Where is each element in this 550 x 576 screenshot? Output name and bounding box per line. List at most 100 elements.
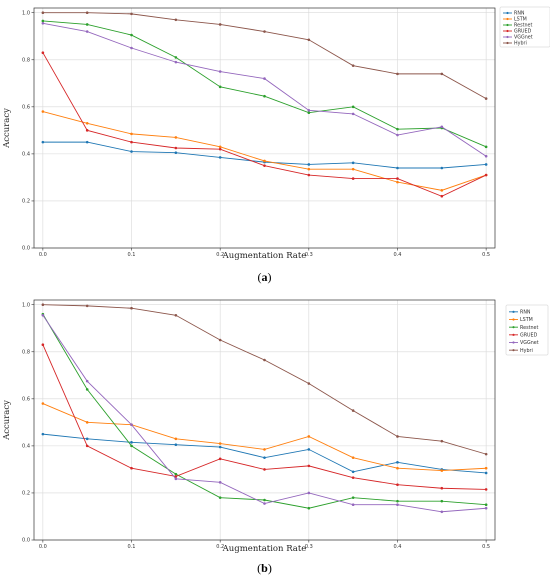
data-point-vggnet — [351, 503, 355, 507]
data-point-grued — [396, 483, 399, 487]
x-tick-label: 0.5 — [482, 252, 490, 258]
data-point-restnet — [484, 145, 488, 149]
data-point-rnn — [484, 471, 488, 475]
y-tick-label: 0.6 — [22, 105, 30, 111]
legend-marker — [512, 326, 515, 329]
data-point-vggnet — [218, 481, 222, 484]
data-point-grued — [130, 140, 133, 144]
data-point-vggnet — [263, 502, 266, 505]
data-point-grued — [440, 486, 444, 490]
y-tick-label: 0.8 — [22, 349, 30, 355]
data-point-hybri — [351, 64, 355, 67]
y-tick-label: 0.2 — [22, 491, 30, 497]
data-point-grued — [85, 129, 89, 132]
data-point-vggnet — [174, 477, 178, 481]
data-point-vggnet — [307, 109, 311, 112]
data-point-lstm — [263, 448, 266, 451]
x-tick-label: 0.4 — [394, 252, 402, 258]
data-point-hybri — [263, 358, 266, 362]
legend-marker — [512, 318, 515, 321]
data-point-vggnet — [174, 60, 178, 64]
legend-label: Restnet — [520, 325, 538, 331]
data-point-hybri — [396, 72, 399, 76]
data-point-hybri — [351, 409, 355, 412]
data-point-vggnet — [440, 125, 444, 129]
data-point-rnn — [130, 441, 133, 444]
y-tick-label: 0.0 — [22, 246, 30, 252]
data-point-vggnet — [41, 313, 45, 317]
data-point-grued — [351, 177, 355, 180]
legend-label: RNN — [520, 309, 531, 315]
legend-marker — [512, 349, 515, 352]
data-point-hybri — [85, 11, 89, 15]
data-point-restnet — [307, 506, 311, 510]
data-point-lstm — [307, 435, 311, 438]
legend-marker — [506, 23, 509, 27]
data-point-grued — [396, 177, 399, 180]
data-point-restnet — [351, 496, 355, 499]
data-point-restnet — [396, 499, 399, 503]
data-point-grued — [307, 464, 311, 468]
data-point-restnet — [351, 105, 355, 109]
data-point-grued — [484, 488, 488, 491]
data-point-rnn — [85, 140, 89, 144]
legend-label: VGGnet — [520, 340, 539, 346]
data-point-grued — [351, 476, 355, 479]
data-point-vggnet — [263, 77, 266, 80]
data-point-hybri — [41, 303, 45, 307]
y-tick-label: 0.4 — [22, 152, 30, 158]
data-point-lstm — [263, 159, 266, 163]
data-point-lstm — [396, 180, 399, 184]
data-point-grued — [174, 475, 178, 478]
data-point-hybri — [307, 382, 311, 385]
series-line-restnet — [42, 313, 487, 509]
data-point-lstm — [218, 145, 222, 149]
data-point-hybri — [85, 304, 89, 308]
data-point-vggnet — [440, 510, 444, 514]
x-tick-label: 0.0 — [39, 544, 47, 550]
data-point-lstm — [440, 189, 444, 192]
data-point-hybri — [174, 18, 178, 22]
data-point-grued — [41, 343, 45, 347]
data-point-lstm — [85, 421, 89, 424]
legend-marker — [512, 333, 515, 336]
series-line-rnn — [42, 141, 487, 169]
data-point-rnn — [351, 161, 355, 165]
data-point-lstm — [41, 110, 45, 113]
x-tick-label: 0.3 — [305, 544, 313, 550]
panel-caption: (a) — [258, 270, 272, 284]
data-point-restnet — [396, 127, 399, 131]
data-point-vggnet — [307, 491, 311, 495]
data-point-restnet — [307, 111, 311, 115]
x-tick-label: 0.2 — [216, 252, 224, 258]
data-point-lstm — [440, 469, 444, 472]
data-point-restnet — [440, 499, 444, 503]
legend-marker — [512, 341, 515, 344]
data-point-vggnet — [130, 423, 133, 427]
y-tick-label: 0.4 — [22, 444, 30, 450]
data-point-restnet — [218, 85, 222, 89]
data-point-vggnet — [85, 30, 89, 33]
panel-caption: (b) — [257, 561, 272, 575]
data-point-grued — [218, 147, 222, 151]
legend-label: VGGnet — [514, 35, 533, 41]
data-point-vggnet — [130, 46, 133, 50]
series-line-lstm — [42, 403, 487, 472]
data-point-vggnet — [41, 21, 45, 25]
data-point-grued — [307, 173, 311, 177]
data-point-grued — [130, 466, 133, 470]
data-point-restnet — [263, 498, 266, 502]
y-tick-label: 0.0 — [22, 538, 30, 544]
series-line-vggnet — [42, 315, 487, 513]
data-point-hybri — [174, 313, 178, 317]
data-point-hybri — [440, 72, 444, 76]
data-point-rnn — [307, 448, 311, 451]
data-point-lstm — [307, 167, 311, 171]
data-point-lstm — [351, 167, 355, 171]
data-point-rnn — [396, 461, 399, 464]
data-point-lstm — [218, 442, 222, 445]
data-point-rnn — [41, 432, 45, 436]
data-point-vggnet — [351, 112, 355, 116]
legend-label: GRUED — [520, 332, 538, 338]
